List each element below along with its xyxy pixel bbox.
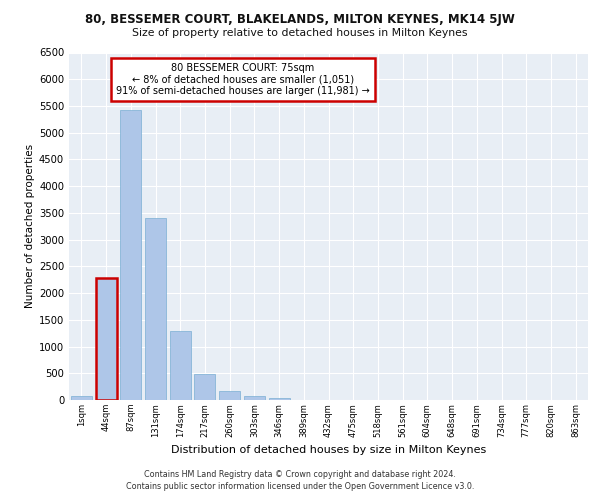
- Bar: [194, 374, 215, 400]
- Y-axis label: Number of detached properties: Number of detached properties: [25, 144, 35, 308]
- X-axis label: Distribution of detached houses by size in Milton Keynes: Distribution of detached houses by size …: [171, 445, 486, 455]
- Bar: [95, 278, 116, 400]
- Bar: [219, 391, 240, 400]
- Bar: [145, 218, 166, 400]
- Bar: [269, 398, 290, 400]
- Bar: [244, 396, 265, 400]
- Text: Contains HM Land Registry data © Crown copyright and database right 2024.
Contai: Contains HM Land Registry data © Crown c…: [126, 470, 474, 491]
- Bar: [120, 110, 141, 400]
- Text: Size of property relative to detached houses in Milton Keynes: Size of property relative to detached ho…: [132, 28, 468, 38]
- Text: 80, BESSEMER COURT, BLAKELANDS, MILTON KEYNES, MK14 5JW: 80, BESSEMER COURT, BLAKELANDS, MILTON K…: [85, 12, 515, 26]
- Bar: [170, 331, 191, 400]
- Bar: [71, 396, 92, 400]
- Text: 80 BESSEMER COURT: 75sqm
← 8% of detached houses are smaller (1,051)
91% of semi: 80 BESSEMER COURT: 75sqm ← 8% of detache…: [116, 63, 370, 96]
